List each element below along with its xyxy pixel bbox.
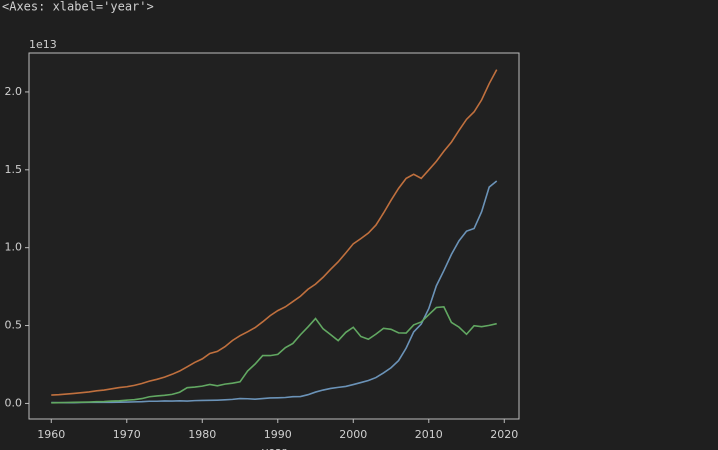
x-tick-label: 1970 [113,428,141,441]
y-tick-label: 1.5 [5,163,23,176]
plot-area [28,52,520,420]
x-tick-label: 2020 [490,428,518,441]
x-tick-label: 1980 [188,428,216,441]
offset-text: 1e13 [29,38,57,51]
x-tick-label: 2010 [415,428,443,441]
x-axis-label: year [262,445,287,450]
data-line [51,306,497,404]
x-tick-label: 2000 [339,428,367,441]
x-tick-label: 1960 [37,428,65,441]
data-line [51,69,498,396]
x-tick-label: 1990 [264,428,292,441]
y-tick-label: 2.0 [5,85,23,98]
y-tick-label: 0.0 [5,396,23,409]
y-tick-label: 0.5 [5,319,23,332]
y-tick-label: 1.0 [5,241,23,254]
output-label: <Axes: xlabel='year'> [2,0,154,14]
